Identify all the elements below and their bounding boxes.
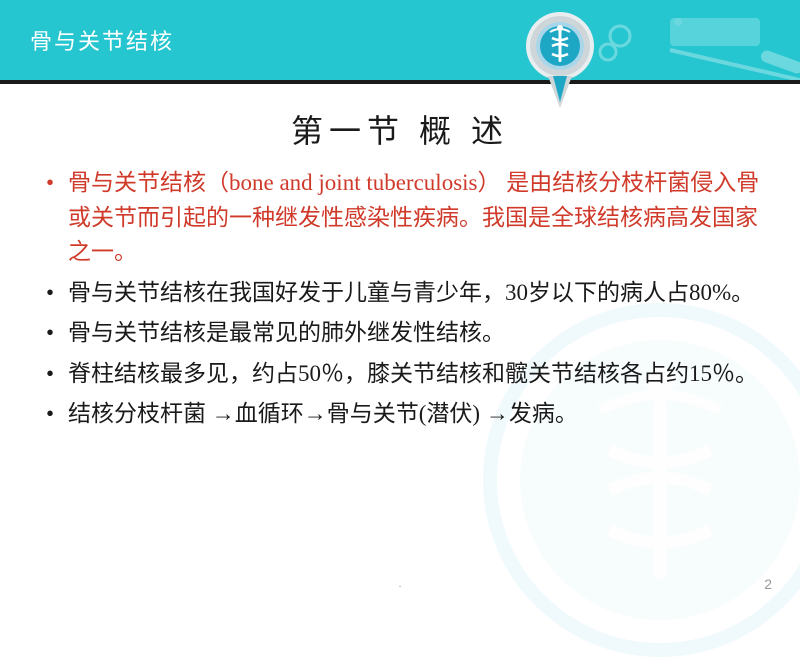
slide-content: 第一节 概 述 骨与关节结核（bone and joint tuberculos… — [0, 84, 800, 432]
slide-header: 骨与关节结核 — [0, 0, 800, 80]
list-item: 骨与关节结核是最常见的肺外继发性结核。 — [40, 316, 760, 351]
footer-dot: . — [399, 579, 402, 590]
slide-title: 第一节 概 述 — [40, 106, 760, 152]
list-item: 骨与关节结核（bone and joint tuberculosis） 是由结核… — [40, 166, 760, 270]
bullet-list: 骨与关节结核（bone and joint tuberculosis） 是由结核… — [40, 166, 760, 432]
page-number: 2 — [764, 576, 772, 592]
list-item: 骨与关节结核在我国好发于儿童与青少年，30岁以下的病人占80%。 — [40, 276, 760, 311]
list-item: 结核分枝杆菌 →血循环→骨与关节(潜伏) →发病。 — [40, 397, 760, 432]
caduceus-icon — [520, 10, 600, 110]
list-item: 脊柱结核最多见，约占50％，膝关节结核和髋关节结核各占约15％。 — [40, 357, 760, 392]
header-title: 骨与关节结核 — [30, 24, 174, 56]
